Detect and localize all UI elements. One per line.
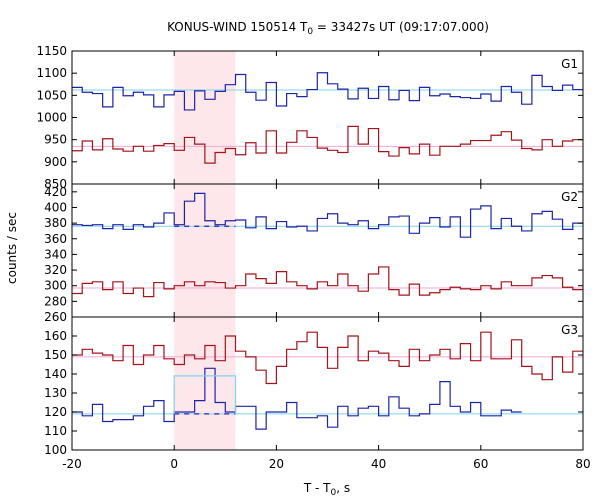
x-tick-label: 0 bbox=[170, 457, 178, 471]
series-g2-upper bbox=[72, 192, 583, 238]
y-tick-label: 340 bbox=[44, 247, 67, 261]
y-tick-label: 1100 bbox=[36, 66, 67, 80]
y-tick-label: 400 bbox=[44, 200, 67, 214]
y-tick-label: 260 bbox=[44, 310, 67, 324]
raised-level-g3-0 bbox=[173, 375, 237, 414]
y-tick-label: 1050 bbox=[36, 88, 67, 102]
panel-label-g2: G2 bbox=[561, 190, 578, 204]
y-tick-label: 160 bbox=[44, 329, 67, 343]
y-tick-label: 1150 bbox=[36, 44, 67, 58]
panel-labels: G1 G2 G3 bbox=[561, 57, 578, 337]
y-tick-label: 300 bbox=[44, 279, 67, 293]
y-tick-label: 100 bbox=[44, 443, 67, 457]
series-g2-lower bbox=[72, 266, 583, 298]
series-g3-upper bbox=[72, 331, 583, 385]
y-tick-label: 280 bbox=[44, 294, 67, 308]
panel-frame-g3 bbox=[71, 316, 584, 451]
data-series bbox=[72, 72, 583, 430]
y-tick-label: 360 bbox=[44, 232, 67, 246]
series-g1-lower bbox=[72, 125, 583, 164]
panel-label-g1: G1 bbox=[561, 57, 578, 71]
y-tick-label: 140 bbox=[44, 367, 67, 381]
x-tick-labels: -20 0 20 40 60 80 bbox=[62, 457, 590, 471]
y-tick-label: 900 bbox=[44, 155, 67, 169]
y-tick-label: 950 bbox=[44, 133, 67, 147]
y-tick-label: 420 bbox=[44, 185, 67, 199]
x-tick-label: 80 bbox=[575, 457, 590, 471]
fit-lines bbox=[72, 89, 583, 415]
chart-title: KONUS-WIND 150514 T0 = 33427s UT (09:17:… bbox=[167, 20, 489, 37]
y-tick-label: 130 bbox=[44, 386, 67, 400]
y-tick-label: 1000 bbox=[36, 111, 67, 125]
x-axis-label: T - T0, s bbox=[303, 481, 350, 498]
y-tick-label: 850 bbox=[44, 177, 67, 191]
panel-label-g3: G3 bbox=[561, 323, 578, 337]
x-tick-label: 20 bbox=[269, 457, 284, 471]
y-tick-label: 150 bbox=[44, 348, 67, 362]
y-tick-label: 320 bbox=[44, 263, 67, 277]
y-tick-label: 380 bbox=[44, 216, 67, 230]
x-tick-label: 40 bbox=[371, 457, 386, 471]
series-g3-lower bbox=[72, 367, 522, 430]
shaded-interval-g1 bbox=[174, 51, 236, 184]
panel-frames bbox=[71, 50, 584, 451]
series-g1-upper bbox=[72, 72, 583, 111]
x-tick-label: 60 bbox=[473, 457, 488, 471]
x-tick-label: -20 bbox=[62, 457, 82, 471]
y-tick-label: 120 bbox=[44, 405, 67, 419]
y-axis-label: counts / sec bbox=[5, 212, 19, 284]
y-tick-label: 110 bbox=[44, 424, 67, 438]
